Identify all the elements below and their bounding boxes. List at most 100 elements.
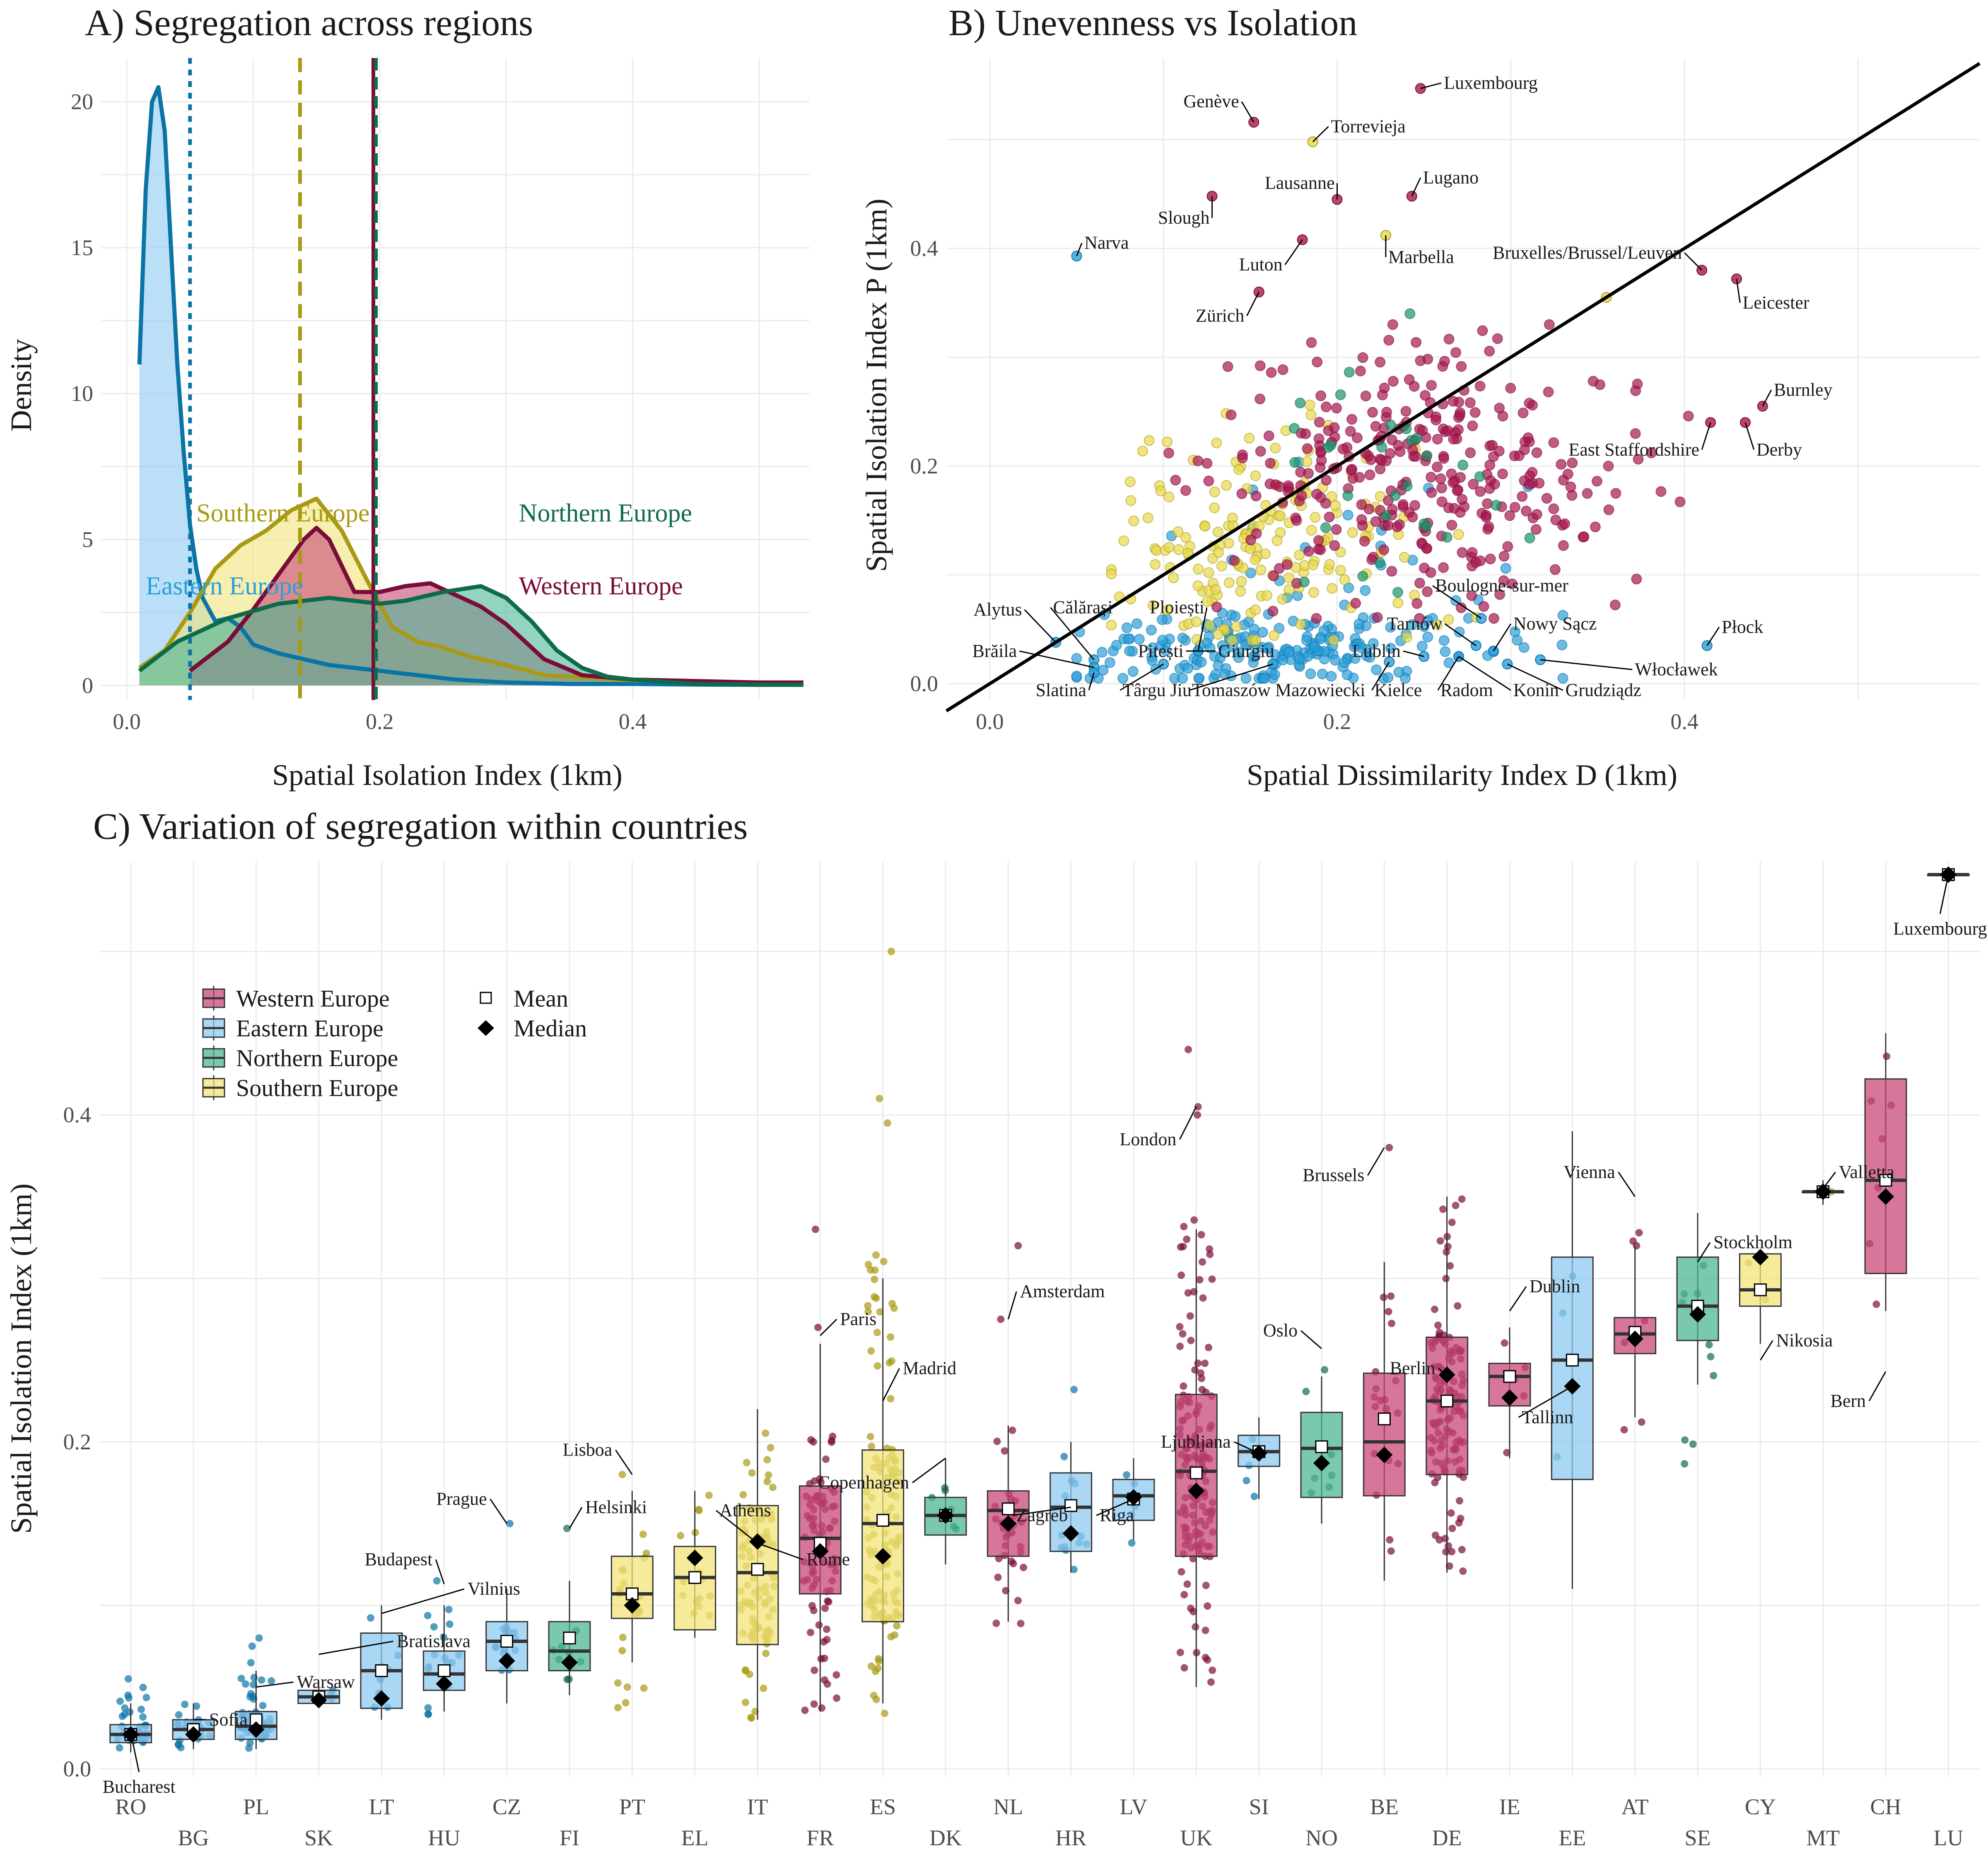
jitter-point [1176,1342,1184,1350]
x-tick-label-DK: DK [929,1825,962,1850]
scatter-point-eastern [1233,652,1244,663]
jitter-point [124,1675,132,1683]
jitter-point [1452,1202,1460,1209]
scatter-point-southern [1106,619,1117,630]
scatter-point-western [1345,426,1356,437]
scatter-point-western [1498,550,1510,562]
scatter-point-western [1180,485,1191,496]
jitter-point [424,1704,432,1712]
city-label: Tomaszów Mazowiecki [1192,680,1365,700]
jitter-point [1202,1581,1210,1589]
scatter-point-southern [1271,535,1283,546]
panel-c-y-axis-title: Spatial Isolation Index (1km) [5,1183,38,1534]
scatter-point-western [1509,502,1520,513]
jitter-point [1380,1294,1387,1301]
city-label: Genève [1183,91,1239,111]
city-label: Lisboa [563,1440,613,1460]
jitter-point [821,1604,829,1612]
scatter-point-eastern [1368,638,1379,649]
jitter-point [193,1702,200,1710]
scatter-point-eastern [1438,635,1450,646]
jitter-point [1185,1045,1192,1053]
scatter-point-western [1255,446,1266,457]
city-label: Brussels [1303,1165,1364,1185]
jitter-point [614,1679,622,1687]
scatter-point-northern [1357,571,1368,582]
jitter-point [1446,1262,1454,1270]
x-tick-label-MT: MT [1806,1825,1840,1850]
jitter-point [259,1702,267,1709]
scatter-point-eastern [1177,632,1188,644]
jitter-point [817,1478,825,1486]
jitter-point [866,1433,874,1441]
x-tick-label-FR: FR [806,1825,834,1850]
leader-line [1241,101,1255,123]
scatter-point-western [1370,516,1381,527]
leader-line [716,1510,758,1544]
leader-line [1760,1340,1773,1361]
scatter-point-southern [1213,547,1224,558]
city-label: Kielce [1374,680,1422,700]
panel-c-city-labels: Bucharest Sofia Warsaw Bratislava Vilnius Bud… [103,874,1987,1797]
box-HR [1049,1441,1093,1573]
city-label: Giurgiu [1218,641,1274,661]
jitter-point [1883,1052,1891,1060]
mean-marker [1001,1502,1015,1516]
scatter-point-eastern [1240,673,1252,684]
scatter-point-southern [1125,495,1136,506]
panel-a-region-labels: Eastern Europe Southern Europe Western Eur… [146,499,692,600]
box-PL [234,1670,277,1749]
panel-a-density-areas [137,85,803,687]
scatter-point-western [1443,333,1455,345]
scatter-point-southern [1308,560,1319,570]
scatter-point-southern [1301,456,1312,467]
box-BE [1363,1262,1406,1581]
leader-line [615,1449,633,1475]
scatter-point-western [1442,425,1453,436]
median-marker [874,1548,891,1565]
scatter-point-western [1610,488,1621,499]
scatter-point-southern [1199,521,1211,532]
jitter-point [1206,1250,1214,1258]
y-tick-label: 10 [71,381,93,406]
jitter-point [1197,1231,1205,1238]
scatter-point-western [1312,357,1323,367]
scatter-point-southern [1250,470,1261,481]
jitter-point [116,1697,124,1705]
jitter-point [1190,1216,1198,1224]
scatter-point-western [1630,428,1641,439]
scatter-point-southern [1223,538,1234,549]
box-body [1676,1256,1719,1341]
box-AT [1614,1246,1657,1417]
scatter-point-eastern [1132,618,1142,629]
scatter-point-northern [1457,459,1469,471]
region-label-southern: Southern Europe [196,499,369,527]
scatter-point-western [1314,417,1325,428]
city-label: Grudziądz [1566,680,1641,700]
panel-c-boxplots: C) Variation of segregation within count… [5,806,1987,1850]
scatter-point-western [1356,514,1367,525]
jitter-point [868,1443,876,1450]
region-label-northern: Northern Europe [519,499,692,527]
city-label: Zürich [1196,306,1244,326]
scatter-point-southern [1392,597,1404,608]
x-tick-label: 0.4 [1670,709,1698,734]
scatter-point-western [1315,390,1327,401]
leader-line [882,1368,900,1401]
leader-line [1024,609,1057,643]
scatter-point-western [1482,498,1493,509]
legend-label: Southern Europe [236,1074,398,1101]
scatter-point-southern [1203,567,1214,578]
legend-median-marker [478,1020,494,1036]
scatter-point-western [1411,337,1421,348]
scatter-point-southern [1347,527,1358,538]
scatter-point-western [1631,573,1642,584]
city-label: Tarnów [1387,613,1443,634]
scatter-point-northern [1376,442,1387,453]
scatter-point-southern [1173,544,1185,555]
scatter-point-southern [1191,616,1202,627]
city-label: Zagreb [1016,1505,1068,1526]
scatter-point-southern [1128,515,1139,526]
jitter-point [828,1438,835,1446]
legend-label: Mean [514,985,568,1012]
